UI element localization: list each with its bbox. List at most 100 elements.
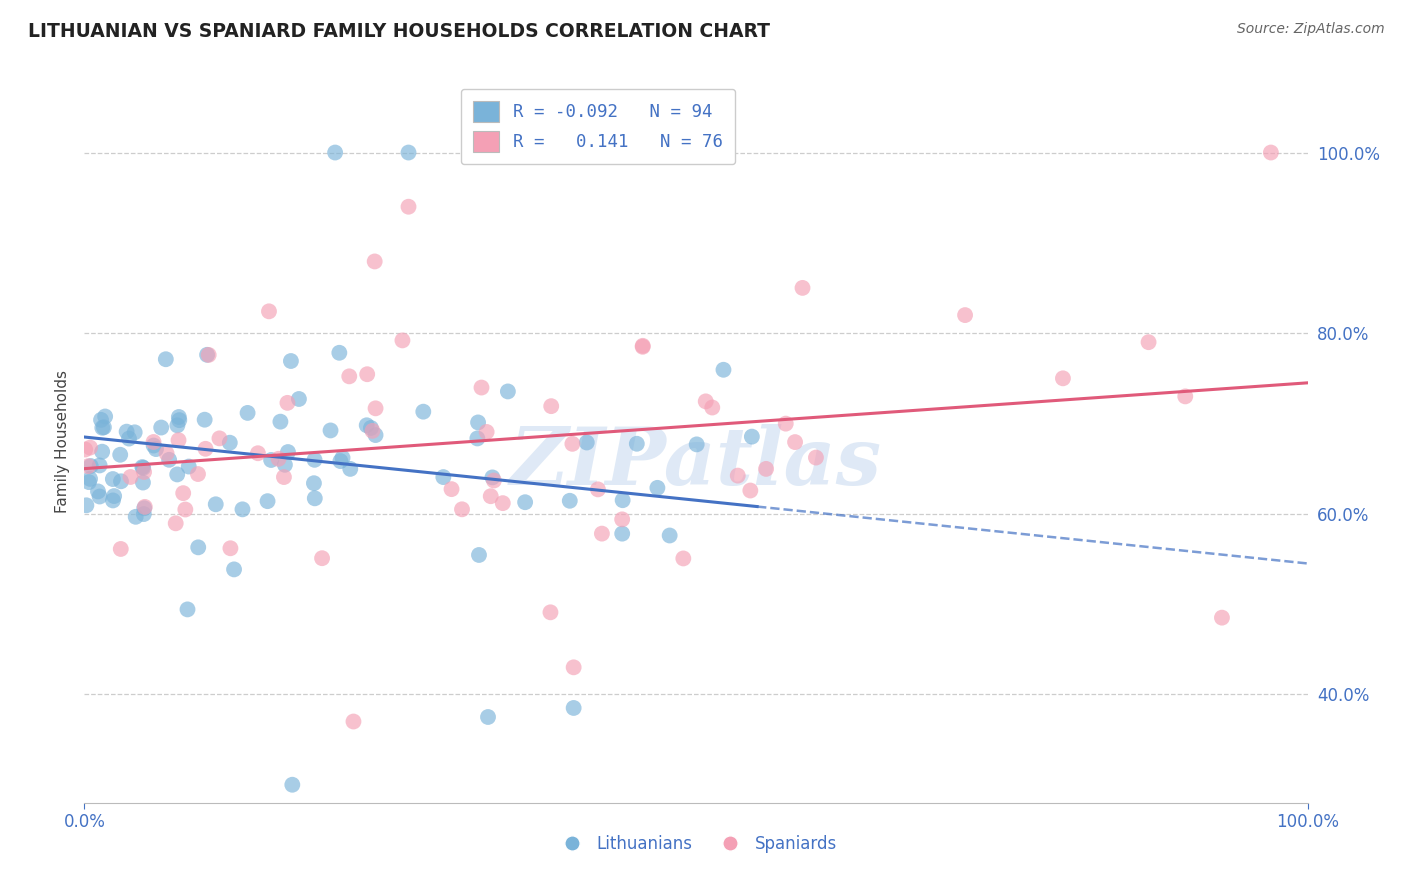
Point bbox=[155, 446, 177, 460]
Point bbox=[612, 512, 634, 526]
Point bbox=[740, 483, 762, 498]
Point bbox=[513, 495, 536, 509]
Text: LITHUANIAN VS SPANIARD FAMILY HOUSEHOLDS CORRELATION CHART: LITHUANIAN VS SPANIARD FAMILY HOUSEHOLDS… bbox=[28, 22, 770, 41]
Point bbox=[132, 475, 155, 490]
Point bbox=[77, 475, 100, 490]
Point bbox=[467, 416, 489, 430]
Point bbox=[187, 541, 209, 555]
Point bbox=[75, 498, 97, 512]
Point bbox=[391, 334, 413, 348]
Point bbox=[118, 432, 141, 446]
Point bbox=[1174, 389, 1197, 403]
Point bbox=[142, 435, 165, 450]
Point bbox=[132, 461, 155, 475]
Point bbox=[174, 502, 197, 516]
Point bbox=[631, 340, 654, 354]
Text: ZIPatlas: ZIPatlas bbox=[510, 425, 882, 502]
Point bbox=[311, 551, 333, 566]
Point bbox=[142, 438, 165, 452]
Point bbox=[328, 345, 350, 359]
Point bbox=[187, 467, 209, 481]
Point bbox=[79, 441, 101, 455]
Point bbox=[134, 501, 156, 516]
Point bbox=[150, 420, 173, 434]
Point bbox=[695, 394, 717, 409]
Point bbox=[132, 507, 155, 521]
Point bbox=[155, 352, 177, 367]
Point bbox=[167, 409, 190, 424]
Point bbox=[364, 401, 387, 416]
Point bbox=[276, 396, 298, 410]
Point bbox=[165, 516, 187, 531]
Point bbox=[110, 475, 132, 489]
Point bbox=[1260, 145, 1282, 160]
Point bbox=[132, 465, 155, 479]
Point bbox=[77, 459, 100, 474]
Point bbox=[131, 460, 153, 475]
Point bbox=[89, 490, 111, 504]
Point bbox=[804, 450, 827, 465]
Point bbox=[339, 462, 361, 476]
Point bbox=[219, 541, 242, 556]
Point bbox=[304, 491, 326, 506]
Point bbox=[775, 417, 797, 431]
Point bbox=[713, 363, 735, 377]
Point bbox=[91, 444, 114, 458]
Point bbox=[323, 145, 346, 160]
Point bbox=[319, 424, 342, 438]
Point bbox=[288, 392, 311, 406]
Point bbox=[482, 474, 505, 488]
Point bbox=[91, 421, 114, 435]
Point bbox=[953, 308, 976, 322]
Point bbox=[108, 448, 131, 462]
Point bbox=[204, 497, 226, 511]
Point bbox=[586, 483, 609, 497]
Point bbox=[337, 369, 360, 384]
Point bbox=[755, 462, 778, 476]
Point bbox=[281, 778, 304, 792]
Point bbox=[277, 445, 299, 459]
Point bbox=[103, 489, 125, 503]
Point bbox=[467, 432, 489, 446]
Y-axis label: Family Households: Family Households bbox=[55, 370, 70, 513]
Point bbox=[257, 304, 280, 318]
Point bbox=[110, 541, 132, 556]
Point bbox=[658, 528, 681, 542]
Point bbox=[93, 420, 115, 434]
Point bbox=[363, 254, 385, 268]
Point bbox=[479, 489, 502, 503]
Point bbox=[332, 450, 354, 465]
Point bbox=[356, 368, 378, 382]
Point bbox=[727, 468, 749, 483]
Legend: Lithuanians, Spaniards: Lithuanians, Spaniards bbox=[548, 828, 844, 860]
Text: Source: ZipAtlas.com: Source: ZipAtlas.com bbox=[1237, 22, 1385, 37]
Point bbox=[256, 494, 278, 508]
Point bbox=[470, 380, 492, 394]
Point bbox=[356, 418, 378, 433]
Point bbox=[267, 451, 290, 466]
Point bbox=[157, 452, 180, 467]
Point bbox=[783, 435, 806, 450]
Point bbox=[269, 415, 291, 429]
Point bbox=[231, 502, 253, 516]
Point bbox=[87, 484, 110, 499]
Point bbox=[125, 509, 148, 524]
Point bbox=[302, 476, 325, 491]
Point bbox=[134, 500, 156, 514]
Point bbox=[218, 435, 240, 450]
Point bbox=[361, 424, 384, 438]
Point bbox=[364, 428, 387, 442]
Point bbox=[492, 496, 515, 510]
Point bbox=[477, 710, 499, 724]
Point bbox=[177, 459, 200, 474]
Point bbox=[101, 493, 124, 508]
Point bbox=[222, 562, 245, 576]
Point bbox=[741, 429, 763, 443]
Point bbox=[94, 409, 117, 424]
Point bbox=[167, 433, 190, 447]
Point bbox=[562, 701, 585, 715]
Point bbox=[612, 493, 634, 508]
Point bbox=[195, 348, 218, 362]
Point bbox=[208, 431, 231, 445]
Point bbox=[197, 348, 219, 362]
